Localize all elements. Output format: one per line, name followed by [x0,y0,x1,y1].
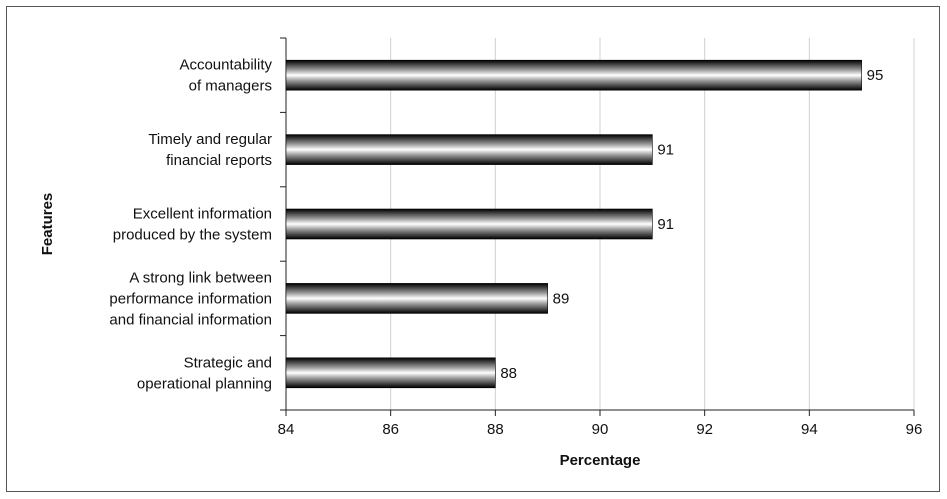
data-label: 91 [657,142,674,159]
data-label: 91 [657,216,674,233]
x-tick-label: 90 [592,421,609,438]
bars [285,59,862,389]
x-tick-label: 88 [487,421,504,438]
x-tick-label: 94 [801,421,818,438]
category-label: A strong link between performance informa… [109,269,272,328]
data-label: 88 [500,365,517,382]
bar [285,357,496,389]
gridlines [390,38,915,410]
x-tick-label: 84 [278,421,295,438]
labels: 84 86 88 90 92 94 96 95 Accountability of manager… [109,57,922,438]
bar [285,283,548,314]
data-label: 89 [553,290,570,307]
x-tick-label: 86 [382,421,399,438]
x-axis-title: Percentage [560,452,641,469]
category-label: Excellent information produced by the sys… [113,206,272,244]
category-label: Strategic and operational planning [137,354,272,392]
y-axis-title: Features [39,193,56,256]
bar [285,134,653,165]
x-tick-label: 92 [696,421,713,438]
category-label: Accountability of managers [179,57,272,95]
x-tick-label: 96 [906,421,923,438]
bar [285,59,862,91]
category-label: Timely and regular financial reports [148,131,272,169]
bar [285,208,653,240]
data-label: 95 [867,67,884,84]
